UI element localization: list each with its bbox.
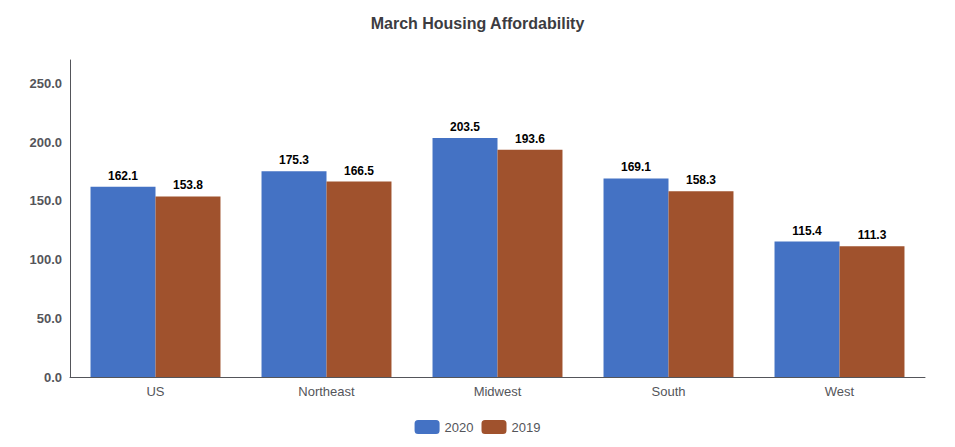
svg-text:50.0: 50.0 [37,311,62,326]
svg-text:193.6: 193.6 [515,132,545,146]
svg-text:203.5: 203.5 [450,120,480,134]
svg-text:150.0: 150.0 [29,193,62,208]
svg-text:153.8: 153.8 [173,178,203,192]
svg-text:0.0: 0.0 [44,370,62,385]
svg-text:2020: 2020 [445,420,474,435]
svg-text:158.3: 158.3 [686,173,716,187]
svg-text:US: US [146,384,164,399]
svg-text:Midwest: Midwest [474,384,522,399]
svg-text:100.0: 100.0 [29,252,62,267]
svg-text:166.5: 166.5 [344,164,374,178]
svg-text:111.3: 111.3 [858,228,887,242]
svg-text:March Housing Affordability: March Housing Affordability [371,15,585,32]
svg-text:162.1: 162.1 [108,169,138,183]
svg-text:South: South [652,384,686,399]
svg-text:West: West [825,384,855,399]
svg-text:200.0: 200.0 [29,135,62,150]
svg-text:250.0: 250.0 [29,76,62,91]
svg-text:175.3: 175.3 [279,153,309,167]
svg-text:2019: 2019 [512,420,541,435]
svg-text:169.1: 169.1 [621,160,651,174]
svg-text:115.4: 115.4 [792,224,822,238]
svg-text:Northeast: Northeast [298,384,355,399]
